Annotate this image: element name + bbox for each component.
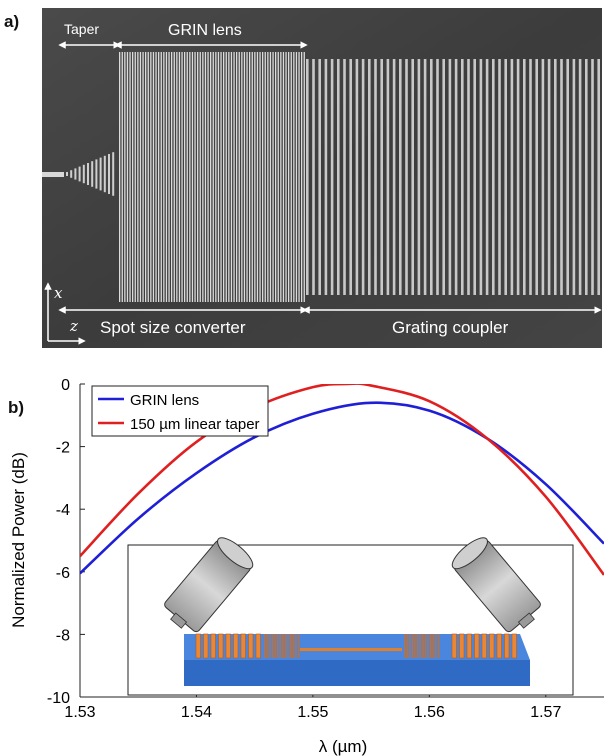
power-chart: 1.53 1.54 1.55 1.56 1.57 0 -2 -4 -6 -8 -10 GRIN le… (9, 377, 604, 756)
legend-label-taper: 150 µm linear taper (130, 416, 260, 433)
linear-taper-line (80, 384, 604, 576)
legend-label-grin: GRIN lens (130, 392, 199, 409)
inset-schematic (127, 537, 574, 696)
panel-a-label: a) (4, 12, 20, 31)
device-structure (42, 52, 600, 302)
x-axis-title: λ (µm) (319, 737, 368, 756)
sem-micrograph: Taper GRIN lens Spot size converter Grat… (42, 8, 602, 348)
legend: GRIN lens 150 µm linear taper (91, 385, 269, 437)
y-tick-label: -4 (56, 502, 70, 519)
right-fiber (451, 537, 541, 633)
grating-coupler-label: Grating coupler (392, 318, 509, 337)
x-axis-label: x (54, 284, 63, 302)
z-axis-label: z (69, 317, 78, 335)
spot-size-converter-label: Spot size converter (100, 318, 246, 337)
panel-b-label: b) (8, 398, 25, 417)
y-tick-label: -2 (56, 440, 70, 457)
ticks: 1.53 1.54 1.55 1.56 1.57 0 -2 -4 -6 -8 -10 (47, 377, 562, 721)
y-tick-label: -8 (56, 627, 70, 644)
y-tick-label: -6 (56, 565, 70, 582)
inset-gratings (195, 633, 517, 659)
inset-waveguide (300, 648, 402, 651)
x-tick-label: 1.57 (530, 704, 561, 721)
x-tick-label: 1.54 (181, 704, 212, 721)
left-fiber (164, 537, 254, 633)
substrate-top (184, 660, 530, 686)
grin-lens-line (80, 401, 604, 575)
x-tick-label: 1.55 (297, 704, 328, 721)
x-tick-label: 1.56 (414, 704, 445, 721)
legend-box (91, 385, 269, 437)
y-tick-label: 0 (61, 377, 70, 394)
y-axis-title: Normalized Power (dB) (9, 452, 28, 628)
plot-frame (79, 384, 604, 698)
grin-lens-label: GRIN lens (168, 22, 242, 39)
x-tick-label: 1.53 (64, 704, 95, 721)
y-tick-label: -10 (47, 690, 70, 707)
taper-label: Taper (64, 21, 99, 37)
